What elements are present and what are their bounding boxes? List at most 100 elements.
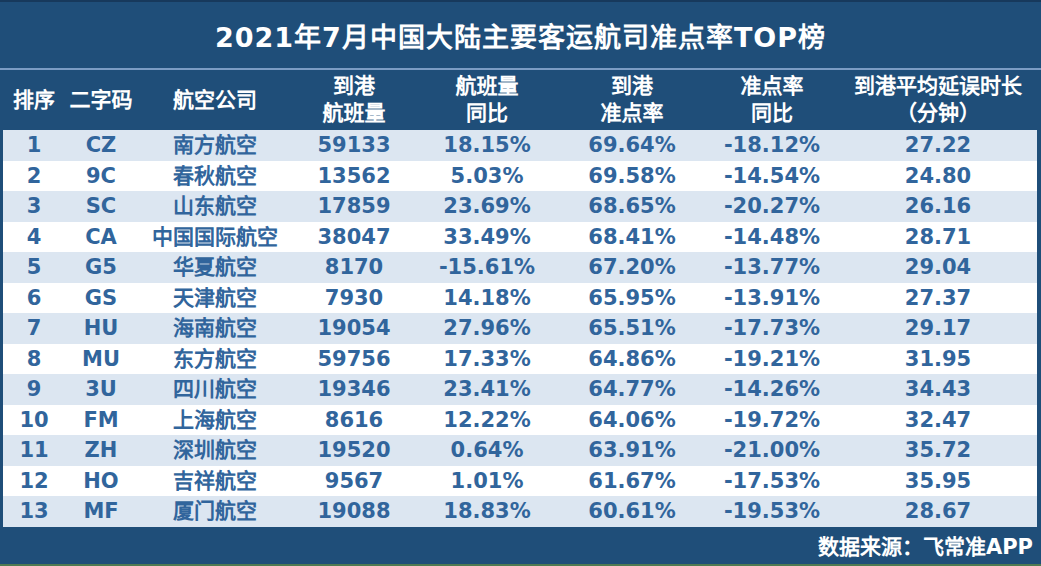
cell-arrival-flights: 7930 (293, 283, 415, 314)
header-label: 航空公司 (173, 87, 257, 114)
cell-arrival-flights: 19346 (293, 374, 415, 405)
cell-code: SC (65, 191, 137, 222)
cell-arrival-flights: 19088 (293, 496, 415, 527)
cell-arrival-flights: 8616 (293, 405, 415, 436)
cell-airline: 东方航空 (137, 344, 293, 375)
cell-otp-yoy: -20.27% (705, 191, 839, 222)
cell-airline: 海南航空 (137, 313, 293, 344)
cell-arrival-otp: 67.20% (559, 252, 705, 283)
cell-arrival-flights: 38047 (293, 222, 415, 253)
table-row: 1CZ南方航空5913318.15%69.64%-18.12%27.22 (3, 130, 1037, 161)
table-row: 13MF厦门航空1908818.83%60.61%-19.53%28.67 (3, 496, 1037, 527)
cell-arrival-otp: 68.41% (559, 222, 705, 253)
cell-flights-yoy: 18.15% (415, 130, 559, 161)
cell-code: G5 (65, 252, 137, 283)
cell-avg-delay: 29.17 (839, 313, 1037, 344)
cell-flights-yoy: 1.01% (415, 466, 559, 497)
cell-airline: 山东航空 (137, 191, 293, 222)
cell-arrival-otp: 63.91% (559, 435, 705, 466)
cell-otp-yoy: -18.12% (705, 130, 839, 161)
cell-rank: 12 (3, 466, 65, 497)
cell-flights-yoy: 12.22% (415, 405, 559, 436)
header-label: 航班量 (323, 100, 386, 127)
header-label: 准点率 (601, 100, 664, 127)
cell-arrival-otp: 64.86% (559, 344, 705, 375)
cell-otp-yoy: -17.53% (705, 466, 839, 497)
cell-flights-yoy: 5.03% (415, 161, 559, 192)
table-row: 29C春秋航空135625.03%69.58%-14.54%24.80 (3, 161, 1037, 192)
cell-avg-delay: 32.47 (839, 405, 1037, 436)
cell-avg-delay: 27.37 (839, 283, 1037, 314)
header-cell-avg-delay: 到港平均延误时长（分钟） (839, 70, 1037, 130)
cell-airline: 南方航空 (137, 130, 293, 161)
cell-otp-yoy: -19.53% (705, 496, 839, 527)
cell-airline: 上海航空 (137, 405, 293, 436)
cell-flights-yoy: 0.64% (415, 435, 559, 466)
cell-rank: 7 (3, 313, 65, 344)
table-body: 1CZ南方航空5913318.15%69.64%-18.12%27.2229C春… (0, 130, 1041, 527)
cell-airline: 春秋航空 (137, 161, 293, 192)
cell-airline: 中国国际航空 (137, 222, 293, 253)
cell-arrival-otp: 64.06% (559, 405, 705, 436)
cell-otp-yoy: -21.00% (705, 435, 839, 466)
cell-otp-yoy: -13.91% (705, 283, 839, 314)
cell-code: CA (65, 222, 137, 253)
header-cell-otp-yoy: 准点率同比 (705, 70, 839, 130)
cell-rank: 2 (3, 161, 65, 192)
cell-otp-yoy: -14.26% (705, 374, 839, 405)
cell-avg-delay: 31.95 (839, 344, 1037, 375)
header-label: 到港 (611, 73, 653, 100)
footer-bar: 数据来源：飞常准APP (0, 527, 1041, 565)
cell-avg-delay: 29.04 (839, 252, 1037, 283)
cell-otp-yoy: -19.72% (705, 405, 839, 436)
cell-arrival-flights: 9567 (293, 466, 415, 497)
cell-code: ZH (65, 435, 137, 466)
cell-rank: 4 (3, 222, 65, 253)
cell-rank: 8 (3, 344, 65, 375)
cell-rank: 3 (3, 191, 65, 222)
cell-arrival-otp: 68.65% (559, 191, 705, 222)
page-title: 2021年7月中国大陆主要客运航司准点率TOP榜 (215, 16, 826, 55)
cell-rank: 11 (3, 435, 65, 466)
cell-otp-yoy: -19.21% (705, 344, 839, 375)
table-row: 11ZH深圳航空195200.64%63.91%-21.00%35.72 (3, 435, 1037, 466)
table-row: 10FM上海航空861612.22%64.06%-19.72%32.47 (3, 405, 1037, 436)
cell-code: HO (65, 466, 137, 497)
cell-otp-yoy: -13.77% (705, 252, 839, 283)
cell-flights-yoy: 17.33% (415, 344, 559, 375)
cell-airline: 厦门航空 (137, 496, 293, 527)
cell-otp-yoy: -14.54% (705, 161, 839, 192)
cell-arrival-flights: 13562 (293, 161, 415, 192)
table-row: 7HU海南航空1905427.96%65.51%-17.73%29.17 (3, 313, 1037, 344)
cell-code: 9C (65, 161, 137, 192)
cell-arrival-flights: 59756 (293, 344, 415, 375)
header-cell-flights-yoy: 航班量同比 (415, 70, 559, 130)
cell-arrival-otp: 60.61% (559, 496, 705, 527)
cell-rank: 6 (3, 283, 65, 314)
cell-airline: 天津航空 (137, 283, 293, 314)
header-cell-arrival-flights: 到港航班量 (293, 70, 415, 130)
table-row: 93U四川航空1934623.41%64.77%-14.26%34.43 (3, 374, 1037, 405)
cell-otp-yoy: -14.48% (705, 222, 839, 253)
cell-arrival-flights: 17859 (293, 191, 415, 222)
cell-code: FM (65, 405, 137, 436)
table-row: 5G5华夏航空8170-15.61%67.20%-13.77%29.04 (3, 252, 1037, 283)
table-row: 4CA中国国际航空3804733.49%68.41%-14.48%28.71 (3, 222, 1037, 253)
header-cell-arrival-otp: 到港准点率 (559, 70, 705, 130)
table-row: 6GS天津航空793014.18%65.95%-13.91%27.37 (3, 283, 1037, 314)
cell-arrival-otp: 69.58% (559, 161, 705, 192)
cell-avg-delay: 28.71 (839, 222, 1037, 253)
cell-arrival-flights: 19054 (293, 313, 415, 344)
header-cell-code: 二字码 (65, 70, 137, 130)
header-label: （分钟） (896, 100, 980, 127)
cell-arrival-otp: 69.64% (559, 130, 705, 161)
cell-avg-delay: 35.95 (839, 466, 1037, 497)
header-cell-rank: 排序 (3, 70, 65, 130)
cell-arrival-flights: 19520 (293, 435, 415, 466)
cell-arrival-otp: 65.95% (559, 283, 705, 314)
header-label: 航班量 (456, 73, 519, 100)
cell-code: GS (65, 283, 137, 314)
title-banner: 2021年7月中国大陆主要客运航司准点率TOP榜 (0, 2, 1041, 68)
header-label: 同比 (466, 100, 508, 127)
cell-arrival-flights: 59133 (293, 130, 415, 161)
